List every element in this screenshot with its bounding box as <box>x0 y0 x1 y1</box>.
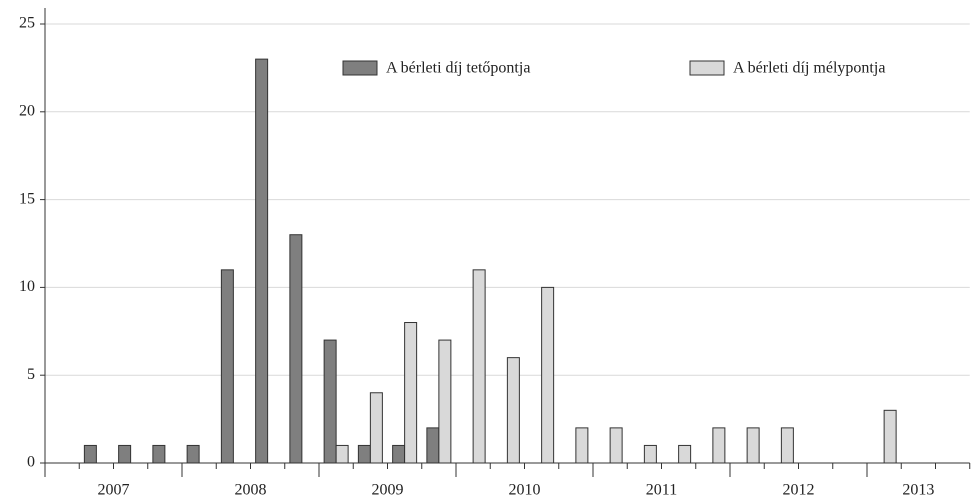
y-tick-label: 10 <box>19 278 35 295</box>
bar <box>541 286 555 464</box>
x-tick-label: 2009 <box>372 482 404 499</box>
x-tick-label: 2007 <box>98 482 130 499</box>
y-tick-label: 5 <box>27 366 35 383</box>
bar <box>712 427 726 464</box>
bar <box>152 444 166 464</box>
bar <box>643 444 657 464</box>
bar <box>118 444 132 464</box>
bar <box>255 58 269 464</box>
bar <box>323 339 337 464</box>
bar <box>472 269 486 464</box>
x-tick-label: 2008 <box>235 482 267 499</box>
y-tick-label: 25 <box>19 15 35 32</box>
legend-swatch <box>342 60 378 76</box>
x-tick-label: 2011 <box>646 482 677 499</box>
bar <box>609 427 623 464</box>
y-tick-label: 15 <box>19 190 35 207</box>
bar <box>392 444 406 464</box>
bar <box>883 409 897 464</box>
bar <box>506 357 520 464</box>
legend-label: A bérleti díj tetőpontja <box>386 60 530 77</box>
bar <box>335 444 349 464</box>
x-tick-label: 2012 <box>783 482 815 499</box>
bar <box>357 444 371 464</box>
bar <box>289 234 303 464</box>
bar <box>780 427 794 464</box>
x-tick-label: 2013 <box>902 482 934 499</box>
bar <box>369 392 383 464</box>
legend-swatch <box>689 60 725 76</box>
bar <box>746 427 760 464</box>
bar <box>220 269 234 464</box>
y-tick-label: 0 <box>27 454 35 471</box>
bar <box>404 322 418 464</box>
x-tick-label: 2010 <box>509 482 541 499</box>
bar <box>438 339 452 464</box>
y-tick-label: 20 <box>19 102 35 119</box>
legend-label: A bérleti díj mélypontja <box>733 60 885 77</box>
bar <box>426 427 440 464</box>
bar <box>83 444 97 464</box>
bar <box>678 444 692 464</box>
bar <box>186 444 200 464</box>
bar <box>575 427 589 464</box>
